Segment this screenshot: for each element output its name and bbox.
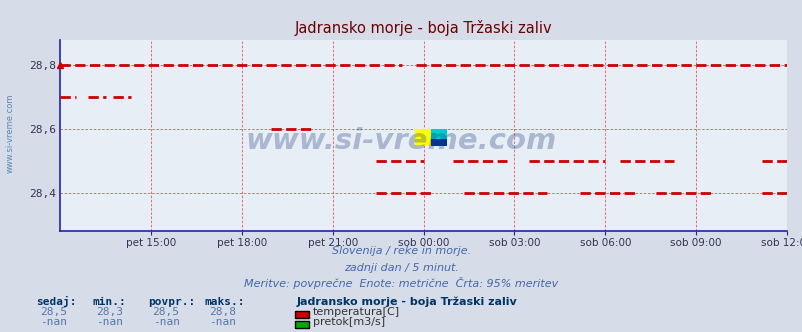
Text: Meritve: povprečne  Enote: metrične  Črta: 95% meritev: Meritve: povprečne Enote: metrične Črta:… [244,277,558,289]
Text: -nan: -nan [152,317,180,327]
Text: -nan: -nan [96,317,124,327]
Text: www.si-vreme.com: www.si-vreme.com [245,127,557,155]
Text: povpr.:: povpr.: [148,297,196,307]
Text: -nan: -nan [40,317,67,327]
Bar [431,129,446,139]
Text: Slovenija / reke in morje.: Slovenija / reke in morje. [331,246,471,256]
Text: 28,5: 28,5 [40,307,67,317]
Bar [415,129,431,146]
Text: 28,5: 28,5 [152,307,180,317]
Text: www.si-vreme.com: www.si-vreme.com [6,93,15,173]
Text: Jadransko morje - boja Tržaski zaliv: Jadransko morje - boja Tržaski zaliv [297,296,517,307]
Text: zadnji dan / 5 minut.: zadnji dan / 5 minut. [343,263,459,273]
Text: maks.:: maks.: [205,297,245,307]
Text: 28,8: 28,8 [209,307,236,317]
Text: temperatura[C]: temperatura[C] [313,307,399,317]
Text: -nan: -nan [209,317,236,327]
Text: min.:: min.: [92,297,126,307]
Text: sedaj:: sedaj: [36,296,76,307]
Text: pretok[m3/s]: pretok[m3/s] [313,317,385,327]
Bar [431,139,446,146]
Title: Jadransko morje - boja Tržaski zaliv: Jadransko morje - boja Tržaski zaliv [294,20,552,36]
Text: 28,3: 28,3 [96,307,124,317]
